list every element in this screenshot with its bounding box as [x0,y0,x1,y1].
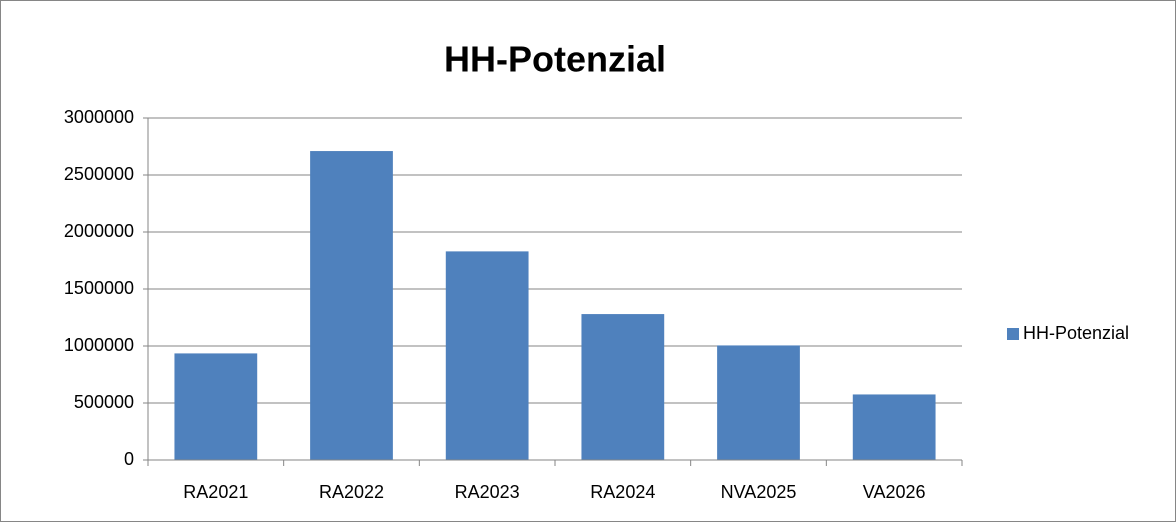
x-tick-label: RA2021 [183,482,248,502]
bar [445,251,529,460]
bar [717,345,800,460]
x-tick-label: VA2026 [863,482,926,502]
bar [852,394,936,460]
y-tick-label: 2500000 [64,164,134,184]
chart-title: HH-Potenzial [444,39,666,80]
legend-swatch [1007,328,1019,340]
y-tick-label: 2000000 [64,221,134,241]
legend-label: HH-Potenzial [1023,323,1129,343]
y-tick-label: 1500000 [64,278,134,298]
x-tick-label: RA2023 [455,482,520,502]
bar [310,151,393,460]
bar [174,353,258,460]
x-tick-label: NVA2025 [721,482,797,502]
y-tick-label: 500000 [74,392,134,412]
y-tick-label: 0 [124,449,134,469]
y-tick-label: 3000000 [64,107,134,127]
x-tick-label: RA2022 [319,482,384,502]
bar [581,314,665,460]
y-tick-label: 1000000 [64,335,134,355]
x-tick-label: RA2024 [590,482,655,502]
